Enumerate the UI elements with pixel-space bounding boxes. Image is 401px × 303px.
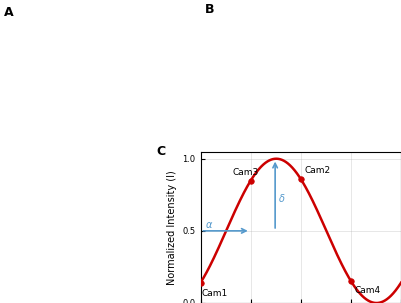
Y-axis label: Normalized Intensity (I): Normalized Intensity (I) [167,170,177,285]
Text: C: C [156,145,166,158]
Text: δ: δ [278,194,284,204]
Text: B: B [205,3,214,16]
Text: α: α [206,220,213,230]
Text: Cam4: Cam4 [354,285,380,295]
Text: A: A [4,6,14,19]
Text: Cam2: Cam2 [304,166,330,175]
Text: Cam1: Cam1 [202,289,228,298]
Text: Cam3: Cam3 [233,168,259,177]
